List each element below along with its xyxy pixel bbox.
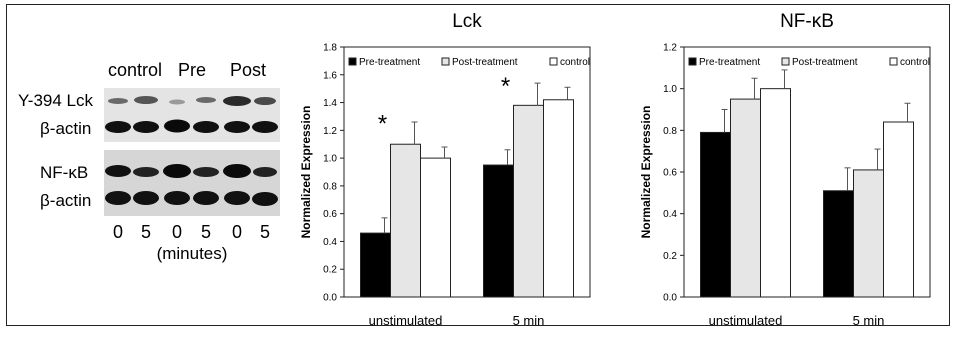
blot-row-actin-1: β-actin: [40, 119, 91, 138]
plot-area: [343, 46, 591, 298]
x-category-label: unstimulated: [369, 313, 443, 328]
lck-bands: [108, 96, 276, 106]
figure-frame: [6, 4, 950, 326]
x-category-label: 5 min: [513, 313, 545, 328]
y-tick-label: 0.8: [663, 126, 677, 137]
x-category-label: 5 min: [853, 313, 885, 328]
bar-control-1: [883, 121, 914, 298]
gel-strip-bottom: [104, 150, 280, 216]
y-tick-label: 0.4: [663, 209, 677, 220]
y-tick-label: 0.4: [323, 237, 337, 248]
time-unit-label: (minutes): [157, 244, 228, 263]
legend-swatch: [441, 57, 450, 66]
y-tick-label: 1.2: [323, 126, 337, 137]
legend-label: control: [560, 57, 590, 68]
blot-row-actin-2: β-actin: [40, 191, 91, 210]
bar-post-treatment-0: [390, 143, 421, 298]
y-tick-label: 0.6: [663, 168, 677, 179]
y-tick-label: 0.0: [323, 293, 337, 304]
lane-time-1: 0: [113, 222, 123, 242]
bar-control-0: [760, 88, 791, 298]
y-tick-label: 1.6: [323, 70, 337, 81]
legend-swatch: [688, 57, 697, 66]
blot-row-y394-lck: Y-394 Lck: [18, 91, 93, 110]
bar-post-treatment-1: [853, 169, 884, 298]
y-tick-label: 1.0: [663, 84, 677, 95]
significance-marker: *: [501, 73, 510, 100]
lane-time-3: 0: [172, 222, 182, 242]
legend-label: Post-treatment: [792, 57, 858, 68]
bar-control-0: [420, 157, 451, 298]
legend-swatch: [889, 57, 898, 66]
significance-marker: *: [378, 110, 387, 137]
legend-label: control: [900, 57, 930, 68]
lane-time-4: 5: [201, 222, 211, 242]
y-axis-label: Normalized Expression: [299, 106, 313, 239]
y-tick-label: 0.0: [663, 293, 677, 304]
bar-post-treatment-1: [513, 104, 544, 298]
chart-title: Lck: [452, 11, 482, 32]
bar-control-1: [543, 99, 574, 298]
y-tick-label: 1.8: [323, 43, 337, 54]
chart-title: NF-κB: [780, 11, 834, 32]
y-tick-label: 0.2: [323, 265, 337, 276]
bar-pre-treatment-1: [483, 164, 514, 298]
legend-swatch: [549, 57, 558, 66]
legend-swatch: [781, 57, 790, 66]
blot-column-control: control: [108, 60, 162, 80]
legend-swatch: [348, 57, 357, 66]
legend-label: Pre-treatment: [699, 57, 760, 68]
lck-bar-chart: Lck 0.0 0.2 0.4 0.6 0.8 1.0 1.2 1.4 1.6 1.8 Normali…: [299, 11, 591, 328]
y-tick-label: 0.6: [323, 209, 337, 220]
x-category-label: unstimulated: [709, 313, 783, 328]
y-axis-label: Normalized Expression: [639, 106, 653, 239]
lane-time-6: 5: [260, 222, 270, 242]
y-tick-label: 1.4: [323, 98, 337, 109]
blot-column-post: Post: [230, 60, 266, 80]
bar-pre-treatment-1: [823, 190, 854, 298]
bar-pre-treatment-0: [360, 232, 391, 298]
blot-row-nfkb: NF-κB: [40, 163, 88, 182]
nfkb-bands: [105, 164, 277, 178]
actin-bands-2: [105, 191, 278, 206]
y-tick-label: 0.2: [663, 251, 677, 262]
blot-column-pre: Pre: [178, 60, 206, 80]
lane-time-2: 5: [141, 222, 151, 242]
legend-label: Pre-treatment: [359, 57, 420, 68]
gel-strip-top: [104, 88, 280, 142]
y-tick-label: 0.8: [323, 181, 337, 192]
y-tick-label: 1.2: [663, 43, 677, 54]
actin-bands-1: [105, 119, 278, 133]
legend-label: Post-treatment: [452, 57, 518, 68]
lane-time-5: 0: [232, 222, 242, 242]
bar-post-treatment-0: [730, 98, 761, 298]
nfkb-bar-chart: NF-κB 0.0 0.2 0.4 0.6 0.8 1.0 1.2 Normalized Exp…: [639, 11, 931, 328]
bar-pre-treatment-0: [700, 131, 731, 298]
y-tick-label: 1.0: [323, 154, 337, 165]
